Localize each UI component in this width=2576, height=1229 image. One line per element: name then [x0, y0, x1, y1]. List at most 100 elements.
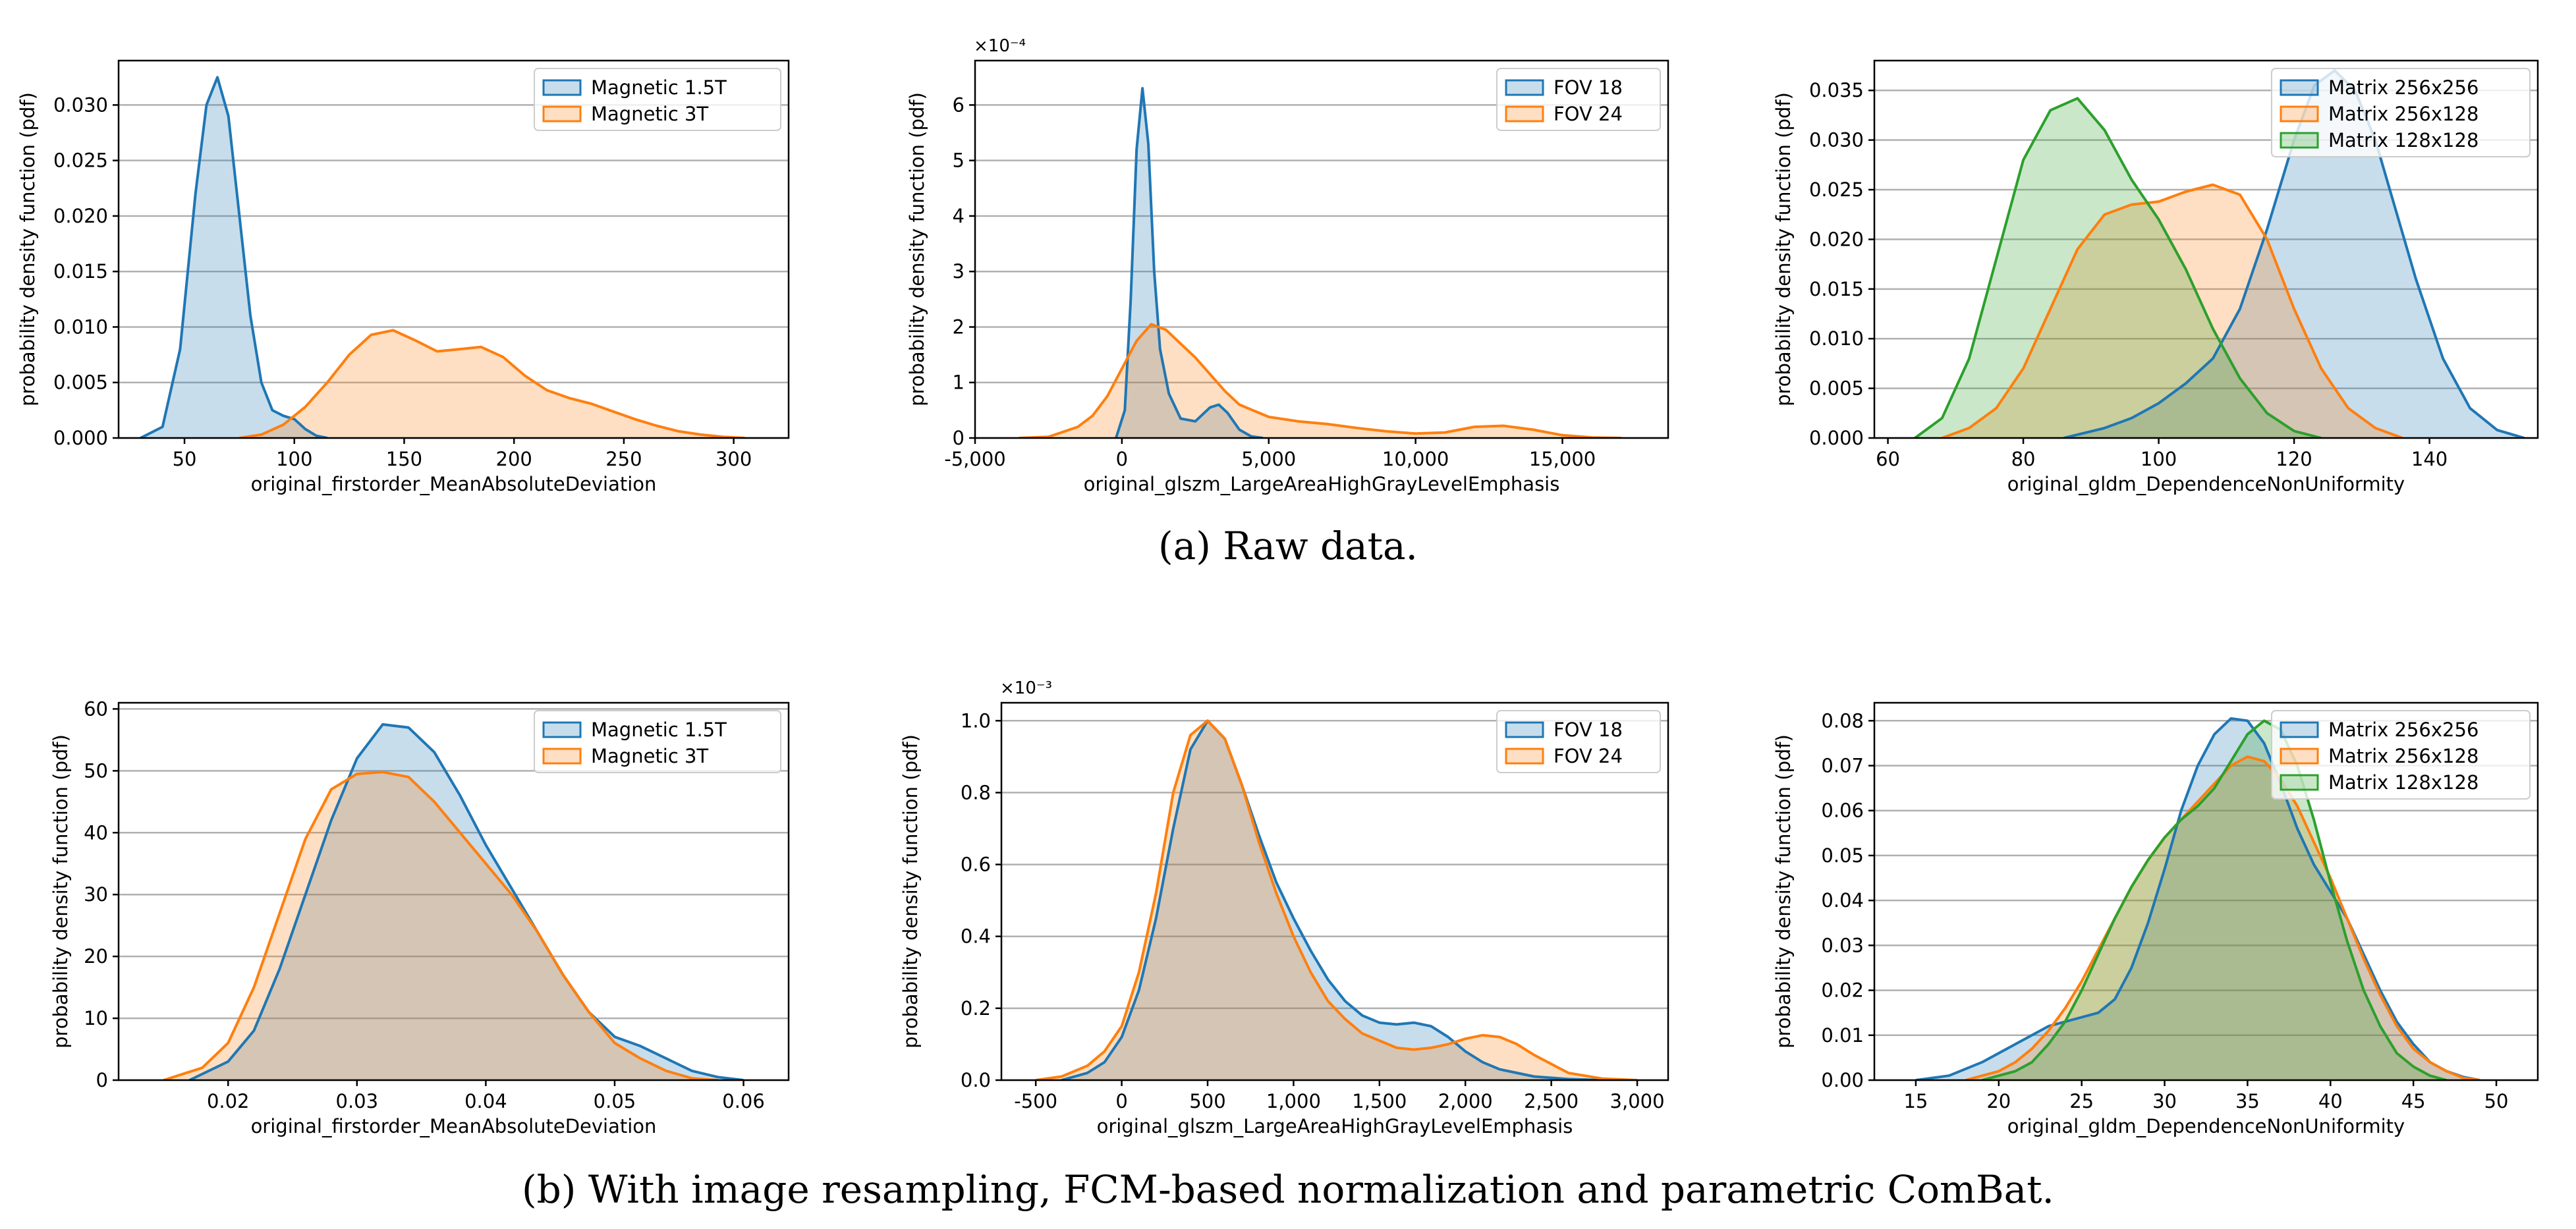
- y-tick-label: 1: [953, 371, 965, 394]
- density-area-matrix-128x128: [1915, 98, 2322, 438]
- x-tick-label: 25: [2069, 1090, 2094, 1112]
- legend-label-matrix-256x256: Matrix 256x256: [2328, 76, 2478, 99]
- legend-swatch-matrix-128x128: [2280, 132, 2319, 149]
- x-tick-label: 1,500: [1352, 1090, 1407, 1112]
- y-tick-label: 0.020: [53, 205, 108, 227]
- legend-box: [2271, 710, 2531, 800]
- chart-panel-a3: 60 80 100 120 140 0.000 0.005 0.010 0.015 0.020 0.…: [1772, 59, 2539, 495]
- y-tick-label: 60: [84, 697, 108, 720]
- x-tick-label: 30: [2152, 1090, 2177, 1112]
- y-axis-label: probability density function (pdf): [1772, 92, 1795, 406]
- x-tick-label: 0.04: [464, 1090, 507, 1112]
- legend-label-matrix-128x128: Matrix 128x128: [2328, 771, 2478, 794]
- y-tick-label: 0.00: [1821, 1069, 1864, 1091]
- x-tick-label: 120: [2276, 448, 2312, 470]
- x-tick-label: 35: [2235, 1090, 2260, 1112]
- x-tick-label: 45: [2401, 1090, 2426, 1112]
- density-area-matrix-256x256: [2063, 70, 2525, 438]
- density-line-matrix-128x128: [1982, 719, 2448, 1080]
- y-tick-label: 0.000: [53, 427, 108, 449]
- chart-panel-a1: 50 100 150 200 250 300 0.000 0.005 0.010 0.015 0.0…: [16, 59, 790, 495]
- legend: FOV 18 FOV 24: [1496, 710, 1661, 773]
- density-line-magnetic-3t: [239, 329, 745, 438]
- y-tick-label: 0.005: [53, 371, 108, 394]
- x-axis-label: original_gldm_DependenceNonUniformity: [2007, 1115, 2405, 1137]
- legend: Magnetic 1.5T Magnetic 3T: [534, 68, 781, 131]
- legend-swatch-matrix-256x256: [2280, 721, 2319, 738]
- y-tick-label: 0.030: [53, 94, 108, 116]
- x-tick-label: 140: [2411, 448, 2448, 470]
- x-axis-label: original_gldm_DependenceNonUniformity: [2007, 473, 2405, 495]
- x-tick-label: 50: [2484, 1090, 2509, 1112]
- y-axis-label: probability density function (pdf): [899, 734, 922, 1049]
- x-tick-label: 15: [1903, 1090, 1928, 1112]
- legend-swatch-magnetic-3t: [542, 748, 582, 765]
- density-line-fov-18: [1115, 87, 1264, 438]
- x-tick-label: 0.06: [722, 1090, 765, 1112]
- chart-panel-b1: 0.02 0.03 0.04 0.05 0.06 0 10 20 30 40 50 60 origina…: [49, 697, 790, 1137]
- y-tick-label: 0.03: [1821, 934, 1864, 956]
- x-tick-label: 3,000: [1610, 1090, 1665, 1112]
- legend-box: [534, 710, 781, 773]
- legend-swatch-matrix-128x128: [2280, 774, 2319, 791]
- density-area-matrix-128x128: [1982, 721, 2447, 1080]
- density-area-matrix-256x128: [1965, 756, 2480, 1080]
- legend-box: [534, 68, 781, 131]
- density-area-fov-18: [1116, 88, 1263, 438]
- legend-label-fov-18: FOV 18: [1554, 76, 1623, 99]
- y-offset-label: ×10⁻⁴: [974, 36, 1026, 56]
- y-tick-label: 0.05: [1821, 844, 1864, 867]
- y-tick-label: 0: [96, 1069, 108, 1091]
- legend-box: [2271, 68, 2531, 157]
- y-tick-label: 10: [84, 1007, 108, 1029]
- density-line-fov-18: [1061, 719, 1603, 1080]
- y-tick-label: 0.015: [53, 260, 108, 283]
- y-tick-label: 0.6: [961, 854, 991, 876]
- y-tick-label: 4: [953, 205, 965, 227]
- legend-swatch-matrix-256x128: [2280, 748, 2319, 765]
- legend-label-matrix-256x128: Matrix 256x128: [2328, 745, 2478, 767]
- y-tick-label: 0.020: [1809, 228, 1864, 250]
- y-tick-label: 6: [953, 94, 965, 116]
- y-tick-label: 0.0: [961, 1069, 991, 1091]
- density-line-matrix-256x256: [1915, 717, 2480, 1080]
- x-axis-label: original_firstorder_MeanAbsoluteDeviatio…: [251, 1115, 657, 1137]
- x-tick-label: 300: [715, 448, 752, 470]
- density-area-matrix-256x128: [1942, 184, 2403, 438]
- x-tick-label: 60: [1876, 448, 1900, 470]
- x-tick-label: -5,000: [944, 448, 1006, 470]
- y-axis-label: probability density function (pdf): [16, 92, 39, 406]
- x-tick-label: 10,000: [1382, 448, 1449, 470]
- x-tick-label: 0: [1115, 1090, 1127, 1112]
- y-axis-label: probability density function (pdf): [49, 734, 72, 1049]
- y-tick-label: 0.04: [1821, 889, 1864, 912]
- y-offset-label: ×10⁻³: [1000, 678, 1052, 698]
- x-tick-label: 0: [1116, 448, 1128, 470]
- legend-label-magnetic-3t: Magnetic 3T: [591, 745, 708, 767]
- legend-swatch-magnetic-3t: [542, 105, 582, 123]
- legend-label-matrix-128x128: Matrix 128x128: [2328, 129, 2478, 151]
- legend-swatch-magnetic-1-5t: [542, 721, 582, 738]
- legend-swatch-matrix-256x128: [2280, 105, 2319, 123]
- caption-raw-data: (a) Raw data.: [1158, 524, 1418, 568]
- chart-panel-b2: -500 0 500 1,000 1,500 2,000 2,500 3,000 0.0 0.2 0…: [899, 678, 1669, 1137]
- y-tick-label: 20: [84, 945, 108, 968]
- legend-label-fov-18: FOV 18: [1554, 719, 1623, 741]
- y-tick-label: 0.06: [1821, 800, 1864, 822]
- x-tick-label: 20: [1986, 1090, 2011, 1112]
- x-axis-label: original_firstorder_MeanAbsoluteDeviatio…: [251, 473, 657, 495]
- y-tick-label: 0.035: [1809, 79, 1864, 101]
- y-tick-label: 0.015: [1809, 278, 1864, 300]
- legend-swatch-fov-18: [1505, 79, 1544, 96]
- plot-frame: [1873, 59, 2539, 439]
- x-tick-label: 5,000: [1241, 448, 1296, 470]
- density-line-magnetic-1-5t: [140, 76, 328, 438]
- legend-label-fov-24: FOV 24: [1554, 745, 1623, 767]
- y-tick-label: 0.010: [1809, 327, 1864, 350]
- density-area-magnetic-1-5t: [140, 77, 327, 438]
- density-line-matrix-128x128: [1914, 97, 2322, 438]
- y-tick-label: 0.8: [961, 781, 991, 804]
- y-tick-label: 0: [953, 427, 965, 449]
- legend-swatch-matrix-256x256: [2280, 79, 2319, 96]
- legend-label-magnetic-1-5t: Magnetic 1.5T: [591, 76, 727, 99]
